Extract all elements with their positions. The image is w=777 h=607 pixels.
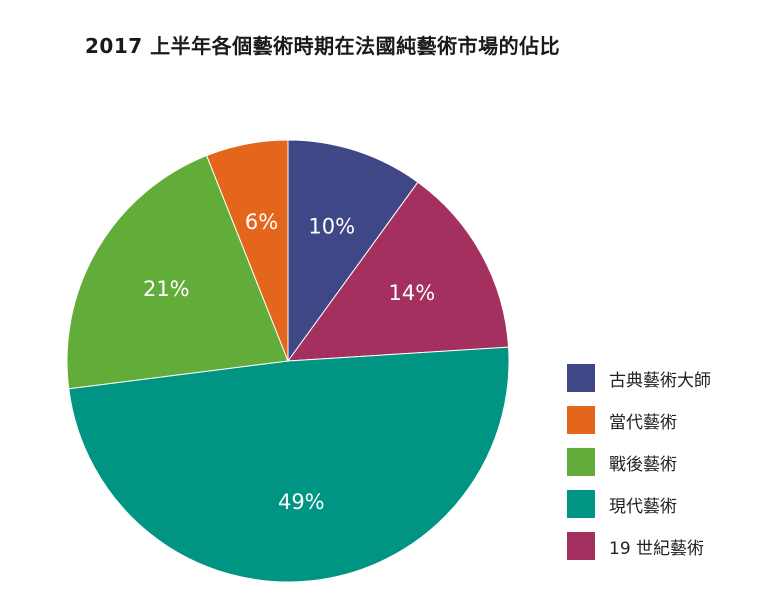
pie-slice-1 xyxy=(286,181,510,362)
slice-label-3: 21% xyxy=(143,277,190,301)
legend-label: 戰後藝術 xyxy=(609,454,677,475)
legend: 古典藝術大師 當代藝術戰後藝術現代藝術 19 世紀藝術 xyxy=(567,364,711,574)
legend-label: 現代藝術 xyxy=(609,496,677,517)
legend-label: 古典藝術大師 xyxy=(609,370,711,391)
pie-slice-0 xyxy=(287,139,419,363)
pie-slice-4 xyxy=(205,139,289,362)
legend-swatch xyxy=(567,532,595,560)
legend-label: 當代藝術 xyxy=(609,412,677,433)
legend-item-3: 現代藝術 xyxy=(567,490,711,518)
legend-swatch xyxy=(567,406,595,434)
slice-label-0: 10% xyxy=(308,215,355,239)
legend-item-2: 戰後藝術 xyxy=(567,448,711,476)
slice-label-4: 6% xyxy=(245,210,278,234)
legend-swatch xyxy=(567,490,595,518)
chart-title: 2017 上半年各個藝術時期在法國純藝術市場的佔比 xyxy=(85,34,561,58)
slice-label-1: 14% xyxy=(389,281,436,305)
legend-label: 19 世紀藝術 xyxy=(609,538,705,559)
pie-slices xyxy=(66,139,510,583)
legend-swatch xyxy=(567,448,595,476)
pie-labels: 10% 14% 49% 21% 6% xyxy=(143,210,435,514)
legend-item-4: 19 世紀藝術 xyxy=(567,532,711,560)
pie-slice-2 xyxy=(68,346,510,583)
legend-item-1: 當代藝術 xyxy=(567,406,711,434)
pie-slice-3 xyxy=(66,154,289,390)
legend-item-0: 古典藝術大師 xyxy=(567,364,711,392)
legend-swatch xyxy=(567,364,595,392)
slice-label-2: 49% xyxy=(278,490,325,514)
